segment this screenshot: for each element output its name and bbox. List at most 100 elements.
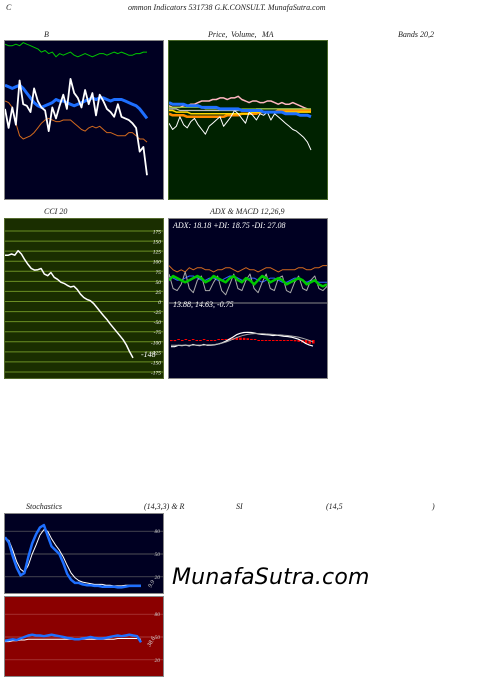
cci-tick-label: -175 <box>151 371 161 377</box>
adx-readout: ADX: 18.18 +DI: 18.75 -DI: 27.08 <box>173 221 286 230</box>
macd-histogram-bar <box>188 340 191 341</box>
cci-tick-label: 175 <box>153 230 162 236</box>
macd-histogram-bar <box>250 338 253 340</box>
macd-histogram-bar <box>239 337 242 340</box>
price-volume-ma-panel <box>168 40 328 200</box>
stoch-label-d: (14,5 <box>326 502 343 511</box>
macd-histogram-bar <box>191 339 195 340</box>
cci-line <box>5 249 134 359</box>
adx-macd-panel: ADX: 18.18 +DI: 18.75 -DI: 27.08 13.88, … <box>168 218 328 379</box>
adx-dx-line <box>169 271 327 296</box>
cci-tick-label: 75 <box>156 270 162 276</box>
macd-histogram-bar <box>199 340 202 341</box>
stoch-d-line <box>5 529 141 587</box>
macd-histogram-bar <box>217 339 220 340</box>
ma-line-blue <box>169 101 312 119</box>
macd-histogram-bar <box>297 340 301 342</box>
macd-histogram-bar <box>275 340 279 341</box>
rsi-chart: 80 50 20 38.6 <box>5 612 163 664</box>
adx-macd-chart <box>169 265 327 348</box>
rsi-value-label: 38.6 <box>146 636 157 649</box>
bb-lower-band <box>5 100 148 143</box>
ma-label: MA <box>262 30 274 39</box>
macd-histogram-bar <box>264 340 268 341</box>
bb-middle-band <box>5 83 149 120</box>
cci-tick-label: -100 <box>151 340 161 346</box>
macd-histogram-bar <box>261 340 264 341</box>
bands-label: Bands 20,2 <box>398 30 434 39</box>
adx-line <box>169 274 327 288</box>
macd-signal-line <box>171 333 314 346</box>
rsi-tick-label: 80 <box>155 612 161 618</box>
adx-macd-label: ADX & MACD 12,26,9 <box>210 207 285 216</box>
cci-value-label: -148 <box>141 350 156 359</box>
bollinger-panel <box>4 40 164 200</box>
cci-tick-label: -25 <box>154 310 162 316</box>
stoch-tick-label: 50 <box>155 552 161 558</box>
bb-upper-band <box>5 42 147 58</box>
stochastics-panel: 80 50 20 9.9 <box>4 513 164 594</box>
page-title: ommon Indicators 531738 G.K.CONSULT. Mun… <box>128 3 326 12</box>
ma-line-yellow <box>169 109 311 115</box>
adx-minus-di-line <box>169 265 327 273</box>
volume-label: Volume, <box>231 30 257 39</box>
macd-histogram-bar <box>290 340 293 341</box>
cci-tick-label: -50 <box>154 320 162 326</box>
macd-histogram-bar <box>293 340 297 342</box>
stoch-k-line <box>5 523 141 589</box>
header-c: C <box>6 3 12 12</box>
macd-histogram-bar <box>279 340 282 341</box>
price-label: Price, <box>208 30 228 39</box>
macd-histogram-bar <box>286 340 290 341</box>
stochastics-chart: 80 50 209.9 <box>5 523 163 589</box>
stoch-label-b: (14,3,3) & R <box>144 502 185 511</box>
rsi-panel: 80 50 20 38.6 <box>4 596 164 677</box>
stoch-label-c: SI <box>236 502 243 511</box>
ma-line-pink <box>169 95 312 112</box>
cci-tick-label: 100 <box>153 260 162 266</box>
rsi-line <box>5 633 143 643</box>
macd-histogram-bar <box>268 340 271 341</box>
macd-histogram-bar <box>184 339 188 340</box>
macd-histogram-bar <box>195 340 199 341</box>
macd-histogram-bar <box>173 340 177 342</box>
macd-histogram-bar <box>210 340 213 341</box>
macd-histogram-bar <box>246 338 250 340</box>
stoch-tick-label: 20 <box>155 575 161 581</box>
bb-price-line <box>5 78 148 176</box>
stoch-label-a: Stochastics <box>26 502 62 511</box>
macd-histogram-bar <box>220 339 224 340</box>
cci-tick-label: 50 <box>156 280 162 286</box>
watermark-brand: MunafaSutra.com <box>172 565 370 590</box>
macd-readout: 13.88, 14.63, -0.75 <box>173 300 234 309</box>
stoch-tick-label: 80 <box>155 529 161 535</box>
cci-tick-label: -150 <box>151 360 161 366</box>
cci-tick-label: 25 <box>156 290 162 296</box>
macd-histogram-bar <box>170 340 173 342</box>
price-line <box>169 110 312 151</box>
stoch-label-e: ) <box>432 502 435 511</box>
cci-label: CCI 20 <box>44 207 68 216</box>
macd-histogram-bar <box>235 337 239 340</box>
cci-tick-label: -125 <box>151 350 161 356</box>
cci-tick-label: 0 <box>158 300 161 306</box>
macd-histogram-bar <box>304 340 308 344</box>
macd-histogram-bar <box>224 339 228 340</box>
cci-chart: 175 150 125 100 75 50 25 0 -25 -50 -75 -100 -125 -150… <box>5 230 163 377</box>
price-volume-ma-chart <box>169 95 312 151</box>
stoch-value-label: 9.9 <box>148 580 157 589</box>
macd-histogram-bar <box>282 340 286 341</box>
macd-histogram-bar <box>177 339 180 340</box>
macd-histogram-bar <box>202 339 206 340</box>
macd-histogram-bar <box>271 340 275 341</box>
rsi-tick-label: 50 <box>155 635 161 641</box>
bb-label: B <box>44 30 49 39</box>
bollinger-chart <box>5 42 149 176</box>
cci-tick-label: 125 <box>153 250 162 256</box>
macd-histogram-bar <box>206 340 210 341</box>
macd-histogram-bar <box>257 340 260 341</box>
cci-panel: 175 150 125 100 75 50 25 0 -25 -50 -75 -100 -125 -150… <box>4 218 164 379</box>
ma-line-orange <box>169 109 311 119</box>
macd-histogram-bar <box>253 339 257 340</box>
macd-histogram-bar <box>242 337 246 340</box>
